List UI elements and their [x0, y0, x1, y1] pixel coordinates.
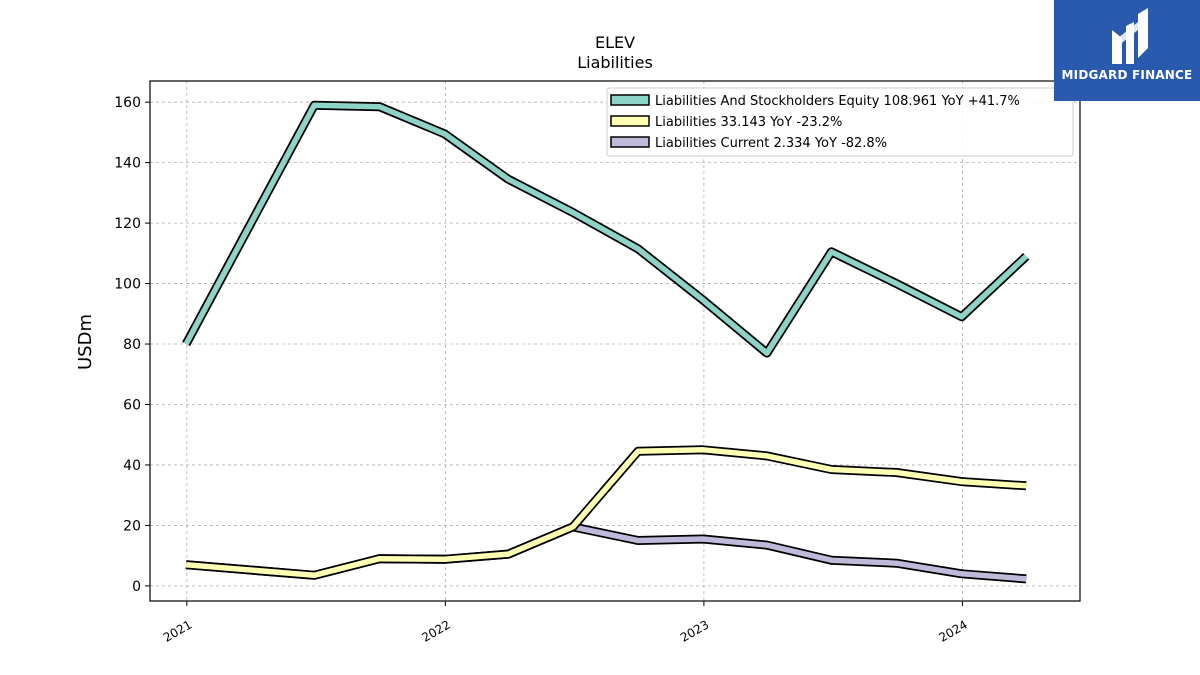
- brand-logo: MIDGARD FINANCE: [1054, 0, 1200, 101]
- legend-swatch: [610, 136, 650, 148]
- y-tick-label: 20: [123, 518, 141, 534]
- y-tick-label: 140: [114, 156, 141, 172]
- y-tick-label: 80: [123, 337, 141, 353]
- x-tick-label: 2021: [161, 617, 194, 644]
- legend-entry: Liabilities Current 2.334 YoY -82.8%: [655, 136, 887, 151]
- legend-entry: Liabilities And Stockholders Equity 108.…: [655, 94, 1020, 109]
- chart-subtitle: Liabilities: [577, 53, 653, 72]
- legend-entry: Liabilities 33.143 YoY -23.2%: [655, 115, 842, 130]
- series-line: [183, 102, 1029, 356]
- chart-title: ELEV: [595, 33, 635, 52]
- x-tick-label: 2022: [419, 617, 452, 644]
- y-tick-label: 100: [114, 277, 141, 293]
- y-axis-ticks: 0 20 40 60 80 100 120 140 160: [114, 95, 150, 595]
- plot-frame: [149, 80, 1081, 602]
- legend-swatch: [610, 115, 650, 127]
- logo-text: MIDGARD FINANCE: [1061, 68, 1193, 82]
- series-line: [185, 447, 1027, 579]
- y-tick-label: 160: [114, 95, 141, 111]
- y-tick-label: 60: [123, 397, 141, 413]
- legend-swatch: [610, 94, 650, 106]
- y-tick-label: 120: [114, 216, 141, 232]
- x-tick-label: 2023: [678, 617, 711, 644]
- x-tick-label: 2024: [936, 617, 969, 644]
- logo-mark-icon: [1112, 8, 1148, 64]
- series-lines: [182, 100, 1030, 584]
- legend: Liabilities And Stockholders Equity 108.…: [606, 87, 1074, 157]
- x-axis-ticks: 2021 2022 2023 2024: [161, 601, 970, 645]
- y-tick-label: 40: [123, 458, 141, 474]
- y-tick-label: 0: [132, 579, 141, 595]
- series-line-outline: [185, 445, 1027, 580]
- y-axis-label: USDm: [75, 314, 96, 370]
- legend-box: [606, 87, 1074, 157]
